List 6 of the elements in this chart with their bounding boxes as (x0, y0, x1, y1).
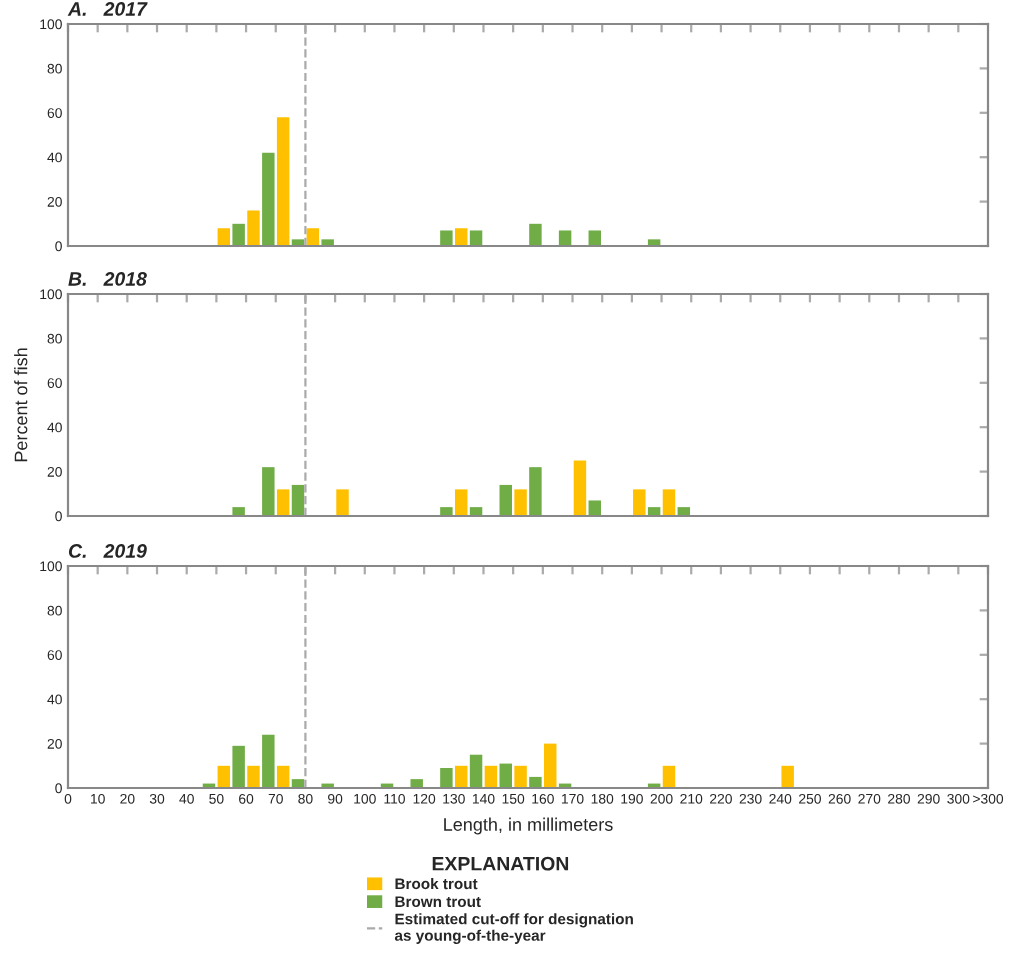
x-axis-title: Length, in millimeters (444, 817, 613, 835)
legend-title: EXPLANATION (432, 856, 569, 871)
y-axis-title: Percent of fish (14, 348, 28, 462)
chart-title: B. 2018 (68, 272, 147, 286)
chart-title: C. 2019 (68, 544, 147, 558)
chart-title: A. 2017 (67, 2, 148, 16)
